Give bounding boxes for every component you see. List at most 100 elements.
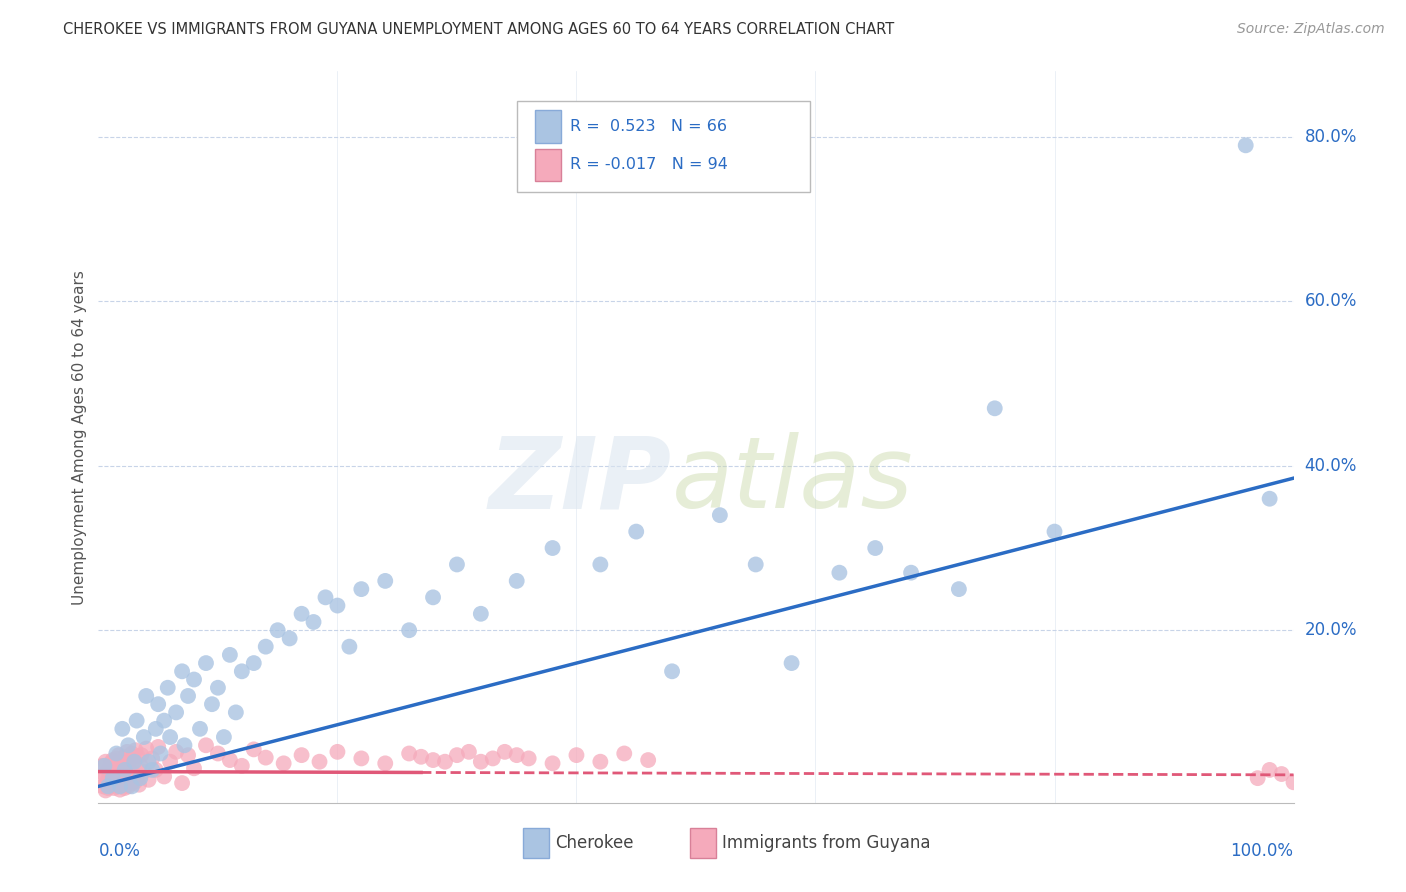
Text: Source: ZipAtlas.com: Source: ZipAtlas.com	[1237, 22, 1385, 37]
Point	[121, 780, 143, 794]
Point	[661, 665, 683, 679]
Point	[254, 750, 277, 764]
Point	[103, 780, 125, 795]
Point	[177, 748, 200, 763]
Point	[165, 745, 187, 759]
Point	[177, 689, 200, 703]
Point	[326, 599, 349, 613]
Point	[93, 759, 115, 773]
Point	[101, 753, 124, 767]
Point	[114, 763, 136, 777]
Point	[302, 615, 325, 629]
Point	[637, 753, 659, 767]
Point	[118, 770, 141, 784]
Point	[165, 706, 187, 720]
Point	[411, 749, 433, 764]
Point	[948, 582, 970, 596]
Point	[105, 766, 128, 780]
Bar	[523, 829, 548, 858]
Text: 60.0%: 60.0%	[1305, 293, 1357, 310]
Point	[278, 632, 301, 646]
FancyBboxPatch shape	[517, 101, 810, 192]
Point	[243, 742, 266, 756]
Point	[108, 782, 131, 797]
Point	[589, 755, 612, 769]
Point	[273, 756, 295, 771]
Point	[481, 751, 505, 765]
Point	[107, 758, 129, 772]
Point	[135, 689, 157, 703]
Text: R =  0.523   N = 66: R = 0.523 N = 66	[571, 119, 727, 134]
Point	[121, 747, 143, 761]
Point	[613, 747, 636, 761]
Point	[91, 780, 114, 794]
Point	[709, 508, 731, 523]
Point	[626, 524, 648, 539]
Point	[111, 755, 134, 769]
Point	[148, 697, 170, 711]
Point	[125, 714, 148, 728]
Point	[105, 747, 128, 761]
Point	[129, 758, 152, 772]
Point	[865, 541, 887, 555]
Point	[219, 753, 242, 767]
Point	[828, 566, 851, 580]
Point	[132, 730, 155, 744]
Point	[90, 771, 112, 785]
Bar	[690, 829, 716, 858]
Point	[350, 582, 373, 596]
Point	[149, 747, 172, 761]
Text: Cherokee: Cherokee	[555, 834, 634, 852]
Point	[243, 656, 266, 670]
Point	[108, 763, 131, 777]
Point	[1234, 138, 1257, 153]
Point	[122, 766, 145, 780]
Point	[124, 753, 146, 767]
Point	[124, 755, 146, 769]
Point	[446, 748, 468, 763]
Point	[1043, 524, 1066, 539]
Point	[103, 761, 125, 775]
Point	[212, 730, 235, 744]
Point	[117, 739, 139, 753]
Point	[374, 756, 396, 771]
Point	[132, 764, 155, 779]
Point	[115, 759, 138, 773]
Point	[308, 755, 330, 769]
Point	[541, 541, 564, 555]
Point	[111, 778, 134, 792]
Point	[422, 591, 444, 605]
Text: 80.0%: 80.0%	[1305, 128, 1357, 146]
Point	[104, 776, 127, 790]
Point	[114, 749, 136, 764]
Point	[183, 673, 205, 687]
Point	[97, 763, 120, 777]
Text: 0.0%: 0.0%	[98, 842, 141, 860]
Point	[156, 681, 179, 695]
Point	[138, 755, 160, 769]
Text: 40.0%: 40.0%	[1305, 457, 1357, 475]
Point	[173, 739, 195, 753]
Point	[207, 681, 229, 695]
Point	[458, 745, 481, 759]
Point	[101, 771, 124, 785]
Point	[195, 739, 218, 753]
Point	[172, 665, 194, 679]
Point	[105, 751, 128, 765]
Point	[107, 780, 129, 794]
Point	[422, 753, 444, 767]
Point	[565, 748, 588, 763]
Point	[117, 780, 139, 794]
Text: CHEROKEE VS IMMIGRANTS FROM GUYANA UNEMPLOYMENT AMONG AGES 60 TO 64 YEARS CORREL: CHEROKEE VS IMMIGRANTS FROM GUYANA UNEMP…	[63, 22, 894, 37]
Point	[145, 763, 167, 777]
Y-axis label: Unemployment Among Ages 60 to 64 years: Unemployment Among Ages 60 to 64 years	[72, 269, 87, 605]
Point	[107, 774, 129, 789]
Point	[231, 759, 253, 773]
Point	[112, 768, 135, 782]
Point	[900, 566, 922, 580]
Point	[267, 624, 290, 638]
Point	[541, 756, 564, 771]
Point	[984, 401, 1007, 416]
Point	[107, 748, 129, 763]
Point	[225, 706, 247, 720]
